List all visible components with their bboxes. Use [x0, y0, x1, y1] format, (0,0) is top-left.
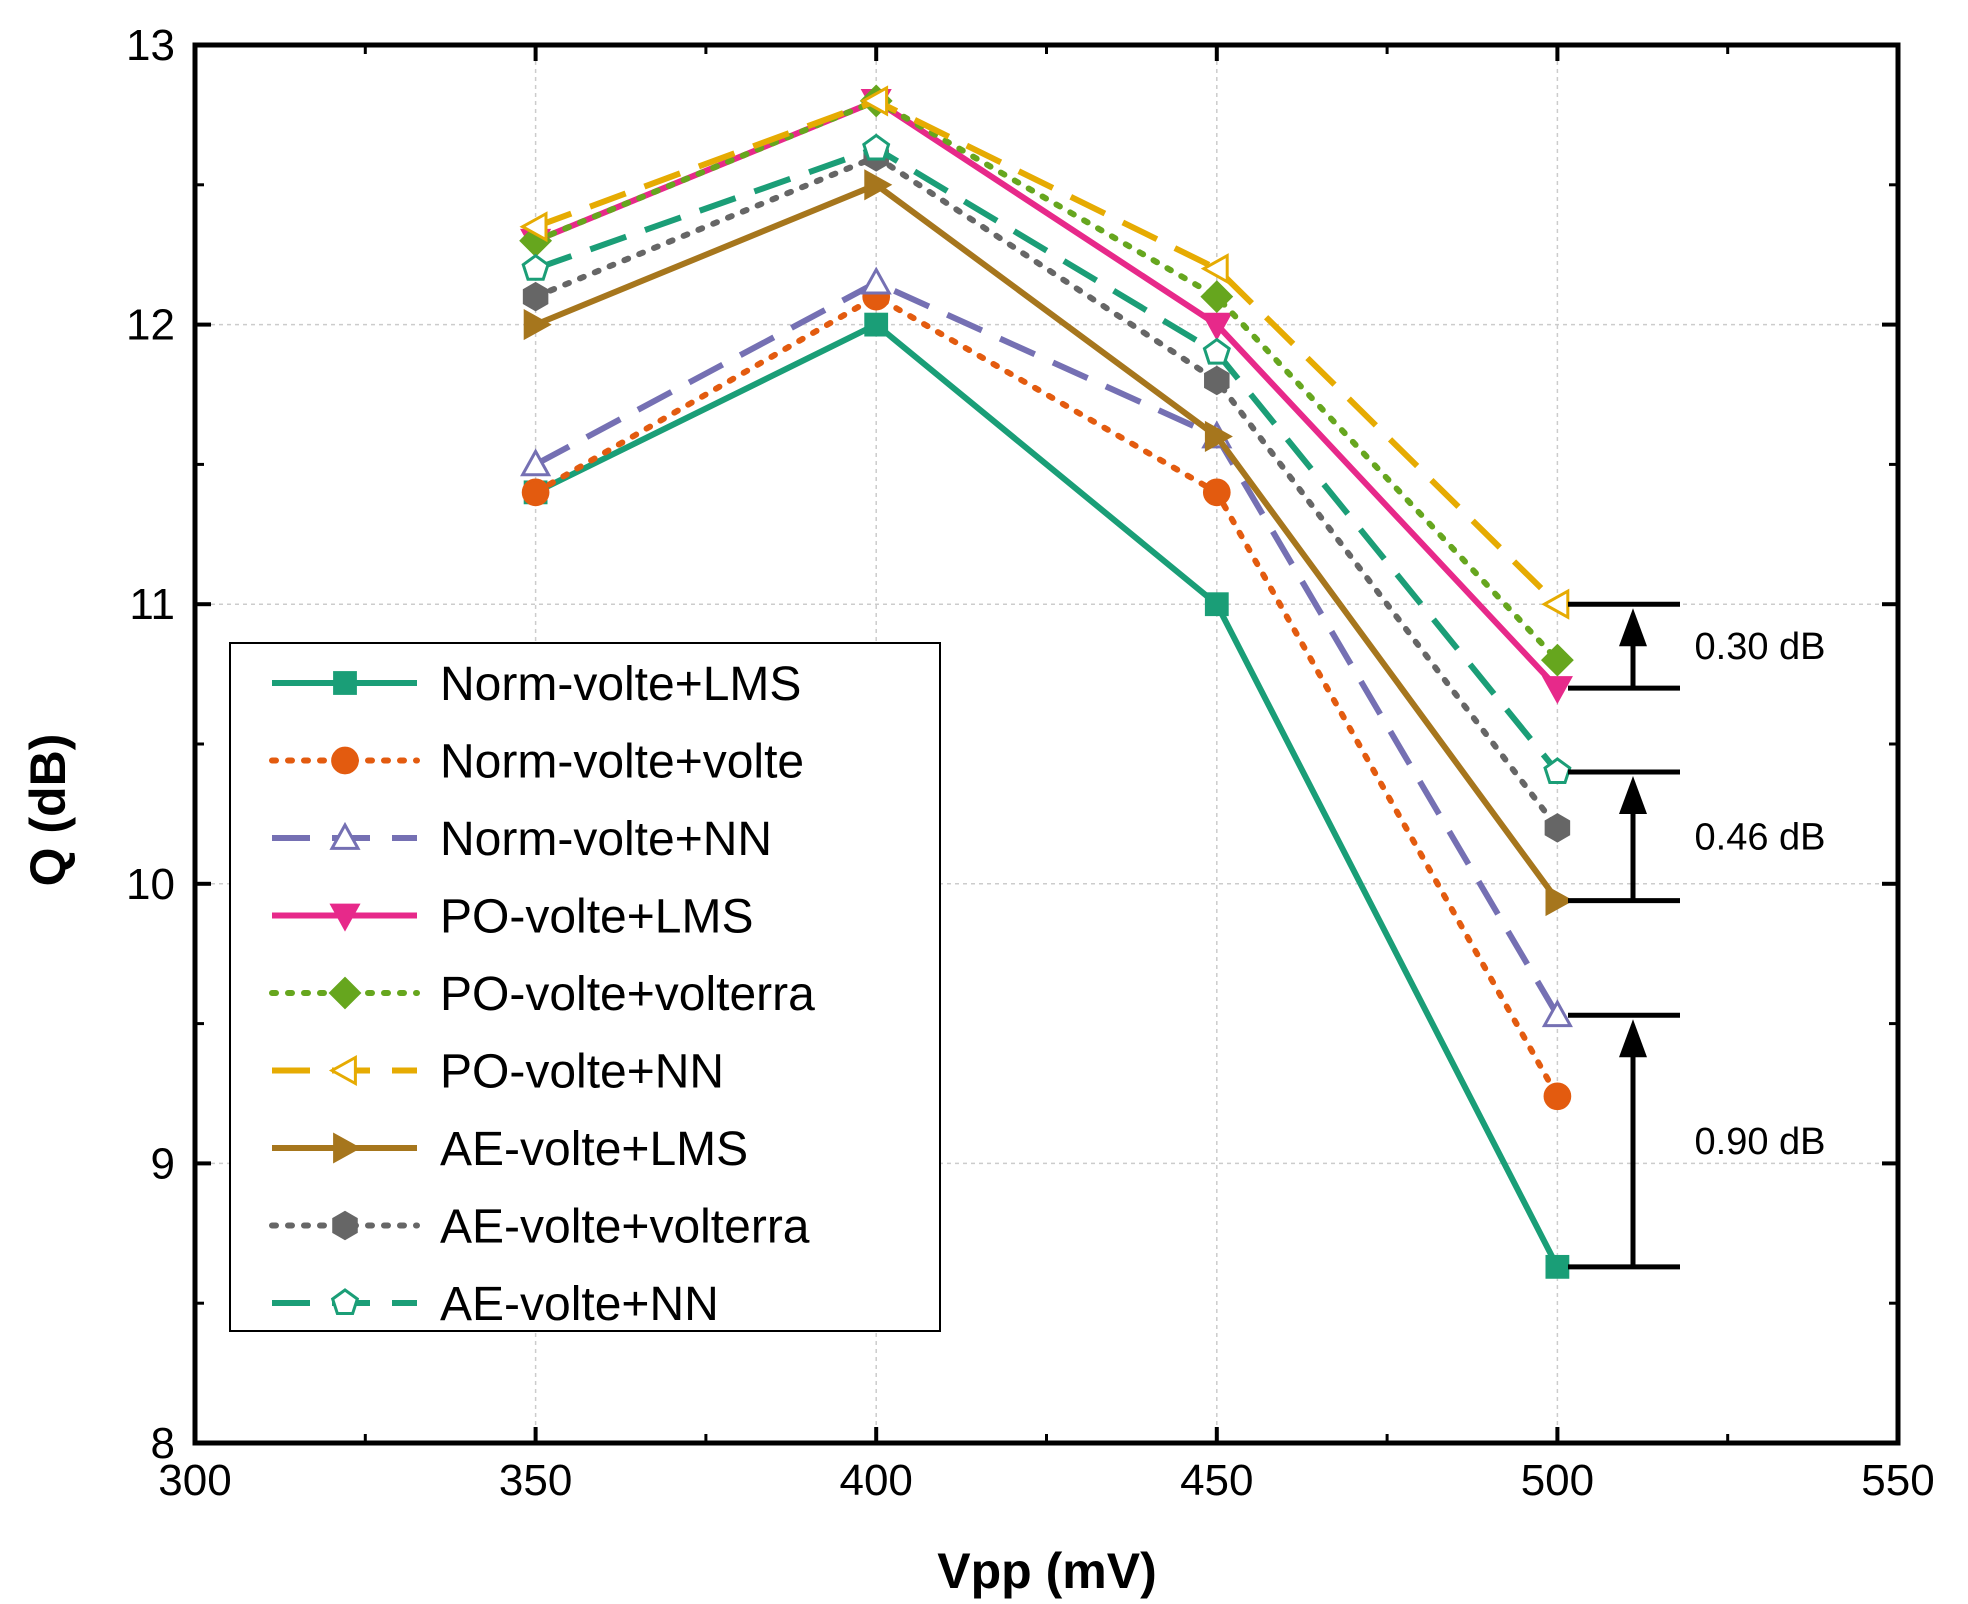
data-point — [1543, 757, 1572, 784]
data-point — [1200, 253, 1229, 285]
data-point — [1200, 280, 1234, 314]
series-8 — [521, 133, 1572, 784]
gap-annotation-1: 0.46 dB — [1568, 769, 1826, 904]
data-point — [1540, 643, 1574, 677]
y-axis-title: Q (dB) — [20, 734, 76, 887]
series-line — [534, 97, 1560, 691]
legend-entry-3: PO-volte+LMS — [272, 891, 753, 944]
arrow-head — [1619, 608, 1647, 647]
series-line — [532, 97, 1561, 664]
data-point — [1545, 1254, 1570, 1279]
data-point — [521, 478, 550, 507]
data-point — [520, 448, 552, 477]
data-point — [1204, 420, 1233, 452]
legend-marker — [330, 1288, 360, 1316]
series-line — [534, 321, 1561, 1269]
data-point — [1541, 676, 1573, 705]
legend-marker — [329, 821, 361, 850]
y-tick-label: 12 — [126, 301, 175, 350]
data-point — [1543, 1082, 1572, 1111]
legend-entry-6: AE-volte+LMS — [272, 1123, 748, 1176]
legend-label: Norm-volte+NN — [440, 813, 772, 866]
data-point — [521, 253, 550, 281]
legend-label: AE-volte+volterra — [440, 1201, 810, 1254]
legend-label: PO-volte+NN — [440, 1046, 724, 1099]
y-tick-label: 10 — [126, 860, 175, 909]
legend-entry-2: Norm-volte+NN — [272, 813, 772, 866]
data-point — [519, 211, 548, 243]
series-line — [532, 153, 1561, 831]
y-tick-label: 8 — [151, 1419, 175, 1468]
legend-entry-8: AE-volte+NN — [272, 1278, 719, 1331]
legend: Norm-volte+LMS Norm-volte+volte Norm-volte… — [229, 642, 941, 1332]
legend-label: PO-volte+volterra — [440, 968, 815, 1021]
axes: 300 350 400 450 500 550 8 9 10 11 12 13 — [126, 21, 1935, 1505]
legend-marker — [333, 1132, 362, 1164]
data-point — [860, 266, 892, 295]
legend-entry-7: AE-volte+volterra — [269, 1201, 810, 1254]
x-tick-label: 300 — [158, 1456, 231, 1505]
x-tick-label: 450 — [1180, 1456, 1253, 1505]
data-point — [864, 312, 889, 337]
series-line — [534, 181, 1560, 903]
series-6 — [523, 169, 1574, 917]
data-point — [1204, 365, 1230, 396]
x-tick-label: 550 — [1861, 1456, 1934, 1505]
data-point — [1202, 478, 1231, 507]
y-tick-label: 9 — [151, 1139, 175, 1188]
legend-entry-4: PO-volte+volterra — [269, 968, 815, 1021]
data-point — [1202, 337, 1231, 365]
legend-label: Norm-volte+volte — [440, 736, 804, 789]
legend-marker — [332, 1210, 358, 1241]
legend-marker — [331, 746, 359, 775]
data-point — [864, 169, 893, 201]
x-tick-label: 400 — [839, 1456, 912, 1505]
annotation-layer: 0.30 dB 0.46 dB 0.90 dB — [1568, 601, 1826, 1270]
gap-label: 0.90 dB — [1695, 1121, 1826, 1163]
data-point — [1545, 885, 1574, 917]
x-axis-title: Vpp (mV) — [937, 1543, 1156, 1599]
data-point — [1204, 592, 1229, 617]
data-point — [862, 133, 891, 161]
legend-marker — [329, 903, 361, 932]
gap-annotation-2: 0.90 dB — [1568, 1012, 1826, 1270]
legend-marker — [328, 976, 362, 1010]
legend-label: AE-volte+NN — [440, 1278, 719, 1331]
data-point — [1541, 588, 1570, 620]
data-point — [523, 309, 552, 341]
series-5 — [519, 85, 1570, 620]
series-line — [534, 97, 1560, 607]
data-point — [1201, 312, 1233, 341]
series-1 — [521, 282, 1572, 1111]
legend-label: PO-volte+LMS — [440, 891, 753, 944]
series-line — [532, 293, 1561, 1100]
legend-entry-5: PO-volte+NN — [272, 1046, 724, 1099]
data-point — [1544, 813, 1571, 843]
legend-label: AE-volte+LMS — [440, 1123, 748, 1176]
gap-label: 0.46 dB — [1695, 816, 1826, 858]
legend-entry-0: Norm-volte+LMS — [272, 658, 801, 711]
legend-marker — [333, 671, 357, 695]
gap-label: 0.30 dB — [1695, 626, 1826, 668]
y-tick-label: 11 — [129, 580, 175, 629]
series-layer — [519, 84, 1574, 1279]
data-point — [1541, 999, 1573, 1028]
x-tick-label: 500 — [1521, 1456, 1594, 1505]
series-line — [534, 279, 1560, 1017]
legend-entry-1: Norm-volte+volte — [269, 736, 804, 789]
y-tick-label: 13 — [126, 21, 175, 70]
legend-label: Norm-volte+LMS — [440, 658, 801, 711]
series-line — [534, 145, 1560, 774]
arrow-head — [1619, 1019, 1647, 1058]
x-tick-label: 350 — [499, 1456, 572, 1505]
legend-marker — [328, 1054, 357, 1087]
gap-annotation-0: 0.30 dB — [1568, 601, 1826, 691]
arrow-head — [1619, 775, 1647, 814]
data-point — [522, 281, 549, 312]
data-point — [860, 85, 889, 117]
